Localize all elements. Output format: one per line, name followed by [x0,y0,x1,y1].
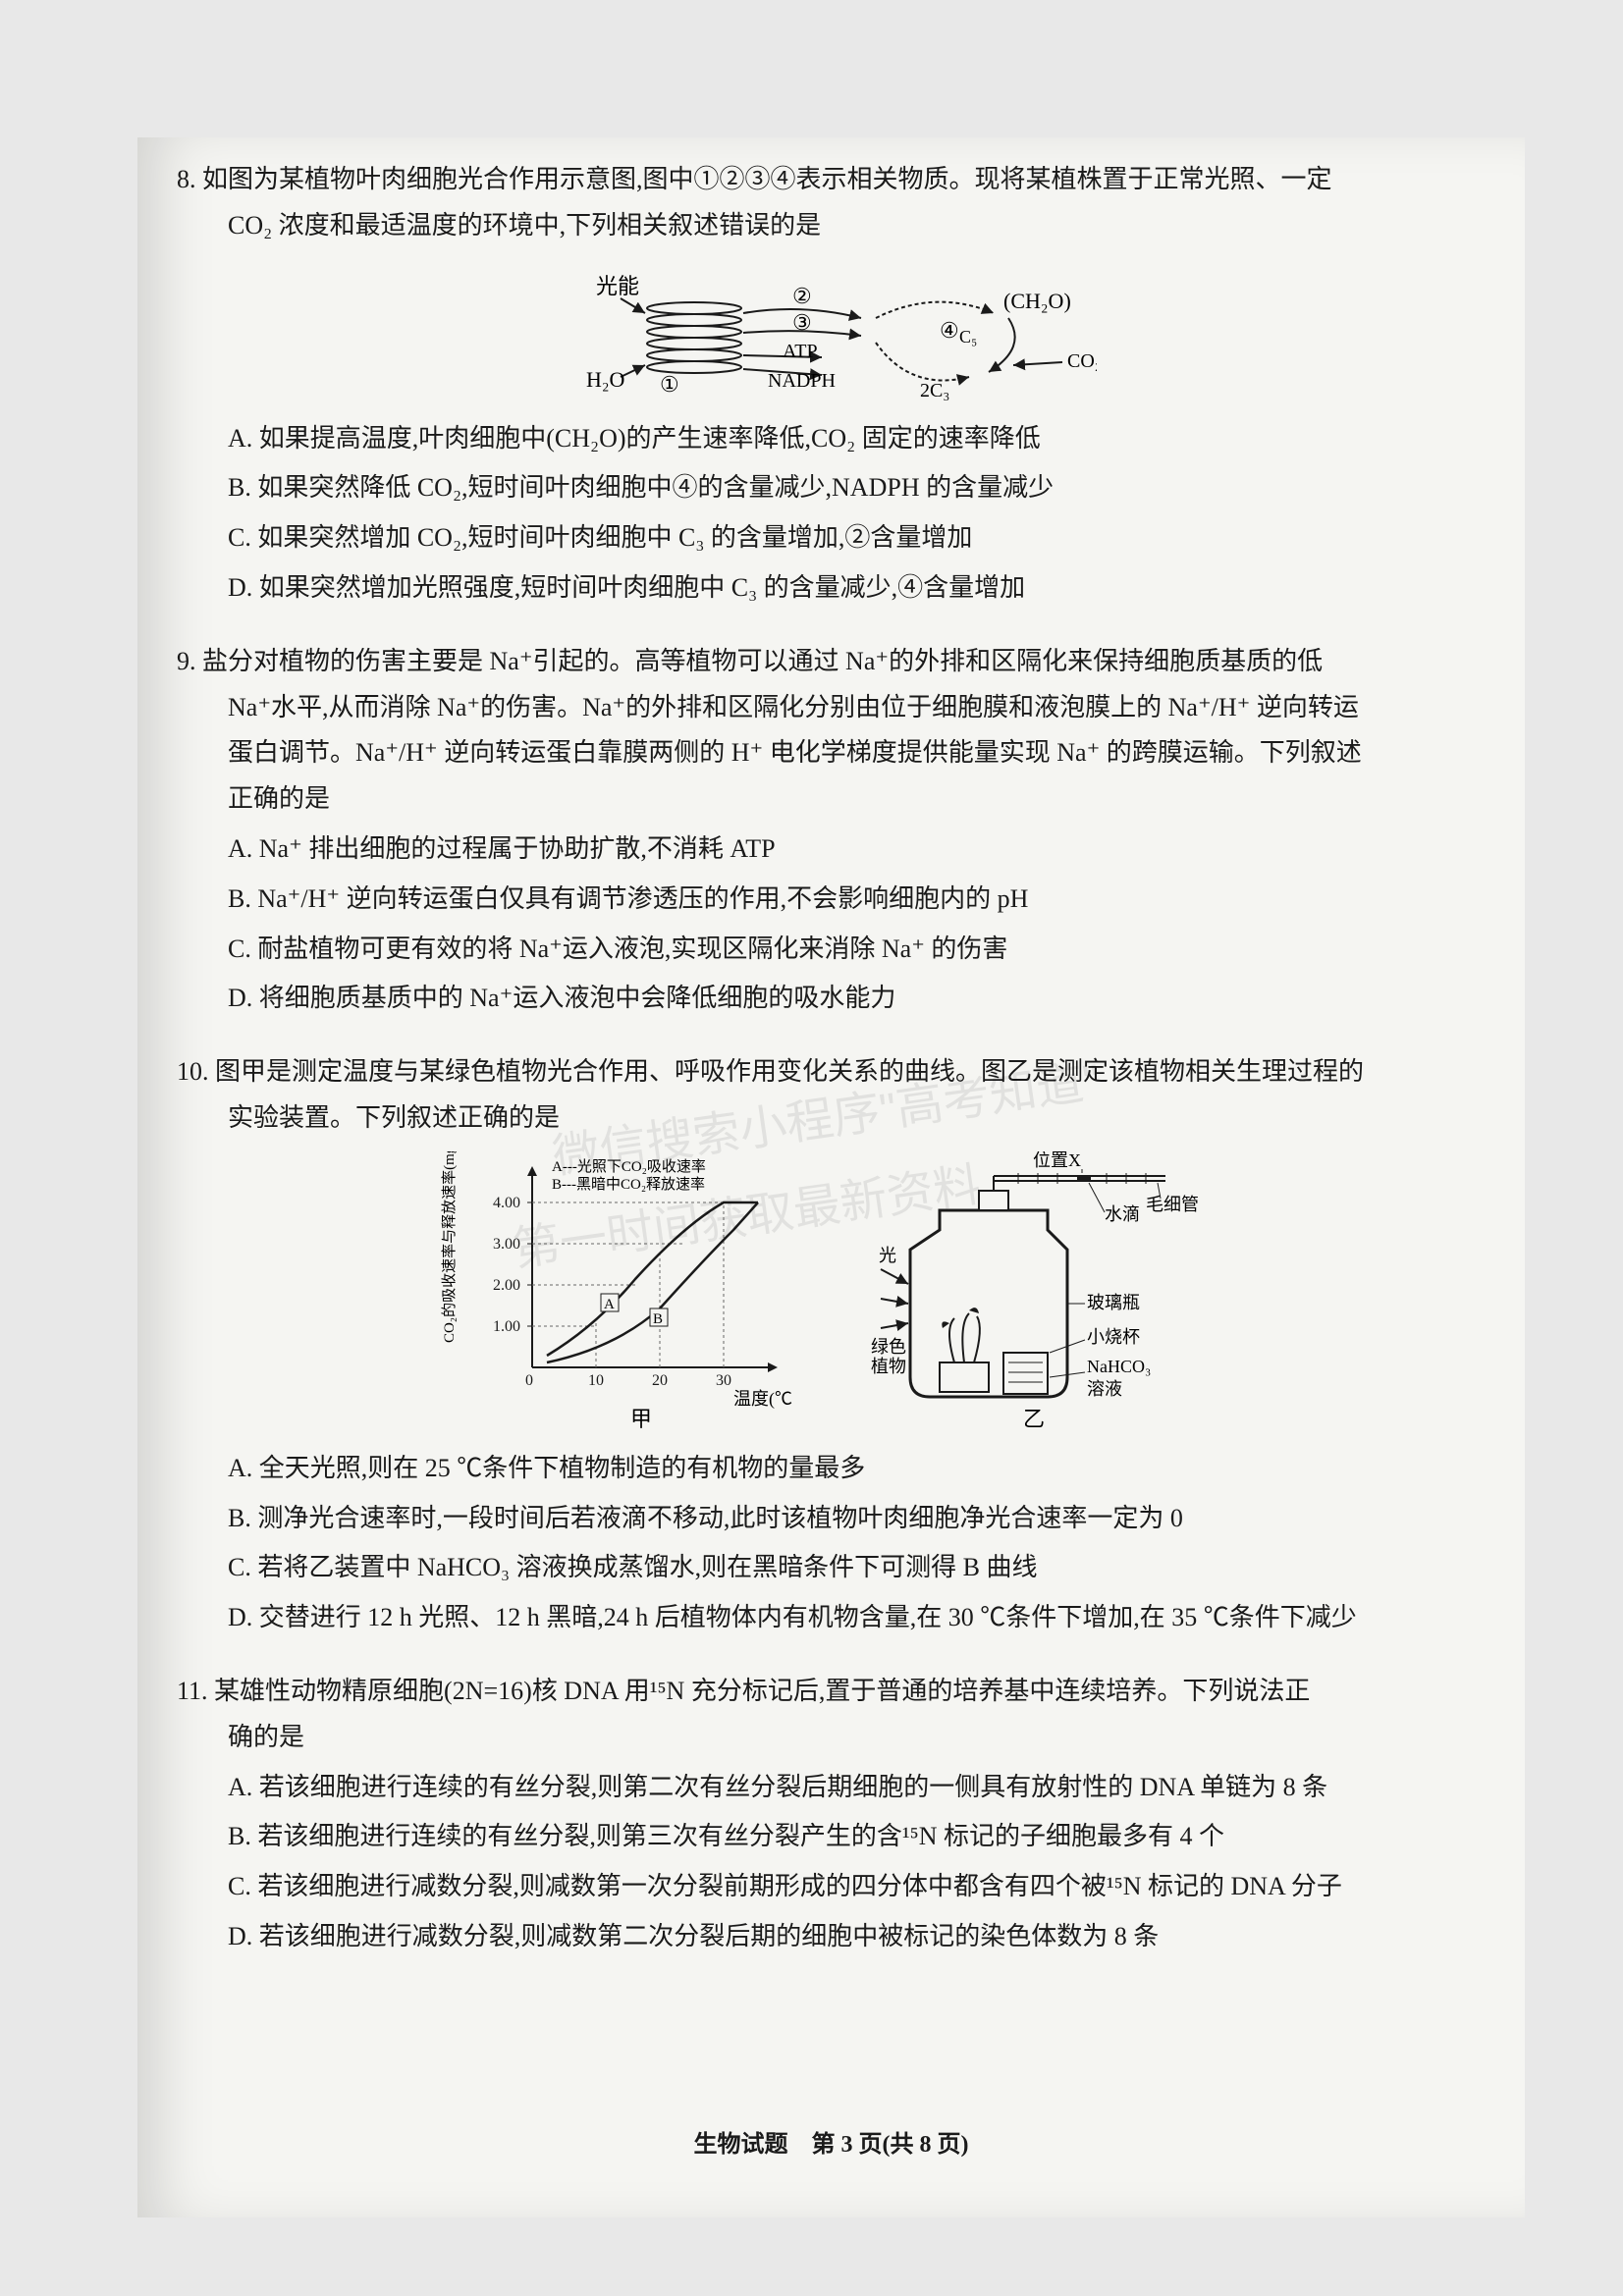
q10-stem2: 实验装置。下列叙述正确的是 [177,1095,1466,1142]
q8-optB: B. 如果突然降低 CO₂,短时间叶肉细胞中④的含量减少,NADPH 的含量减少 [228,465,1466,511]
q9-optB: B. Na⁺/H⁺ 逆向转运蛋白仅具有调节渗透压的作用,不会影响细胞内的 pH [228,877,1466,923]
q11-optB: B. 若该细胞进行连续的有丝分裂,则第三次有丝分裂产生的含¹⁵N 标记的子细胞最… [228,1814,1466,1860]
svg-text:B---黑暗中CO₂释放速率: B---黑暗中CO₂释放速率 [552,1176,705,1193]
lbl-nadph: NADPH [768,370,836,392]
svg-text:0: 0 [525,1372,533,1389]
lbl-2c3: 2C₃ [920,380,949,401]
question-11: 11. 某雄性动物精原细胞(2N=16)核 DNA 用¹⁵N 充分标记后,置于普… [177,1669,1466,1960]
q9-optD: D. 将细胞质基质中的 Na⁺运入液泡中会降低细胞的吸水能力 [228,976,1466,1022]
svg-text:溶液: 溶液 [1087,1379,1122,1399]
svg-text:1.00: 1.00 [493,1318,520,1335]
q8-optA: A. 如果提高温度,叶肉细胞中(CH₂O)的产生速率降低,CO₂ 固定的速率降低 [228,416,1466,462]
svg-text:玻璃瓶: 玻璃瓶 [1087,1293,1140,1312]
q11-optD: D. 若该细胞进行减数分裂,则减数第二次分裂后期的细胞中被标记的染色体数为 8 … [228,1914,1466,1960]
svg-text:B: B [653,1311,663,1327]
q10-optD: D. 交替进行 12 h 光照、12 h 黑暗,24 h 后植物体内有机物含量,… [228,1595,1466,1641]
svg-text:A: A [604,1297,615,1312]
q11-stem2: 确的是 [177,1715,1466,1761]
q10-optB: B. 测净光合速率时,一段时间后若液滴不移动,此时该植物叶肉细胞净光合速率一定为… [228,1496,1466,1542]
q10-stem1: 图甲是测定温度与某绿色植物光合作用、呼吸作用变化关系的曲线。图乙是测定该植物相关… [215,1057,1364,1086]
exam-page: 8. 如图为某植物叶肉细胞光合作用示意图,图中①②③④表示相关物质。现将某植株置… [137,137,1525,2217]
q9-stem: 9. 盐分对植物的伤害主要是 Na⁺引起的。高等植物可以通过 Na⁺的外排和区隔… [177,639,1466,685]
svg-text:2.00: 2.00 [493,1277,520,1294]
q8-diagram: 光能 H₂O ① ② ③ ATP NADPH (CH₂O) ④ C₅ CO₂ 2… [177,259,1466,406]
lbl-1: ① [660,372,679,397]
lbl-ch2o: (CH₂O) [1003,289,1071,313]
q10-stem: 10. 图甲是测定温度与某绿色植物光合作用、呼吸作用变化关系的曲线。图乙是测定该… [177,1049,1466,1095]
q9-stem1: 盐分对植物的伤害主要是 Na⁺引起的。高等植物可以通过 Na⁺的外排和区隔化来保… [202,647,1323,675]
svg-text:30: 30 [716,1372,731,1389]
lbl-atp: ATP [783,341,818,362]
q9-stem4: 正确的是 [177,776,1466,823]
svg-text:4.00: 4.00 [493,1195,520,1211]
lbl-co2: CO₂ [1067,350,1097,372]
page-footer: 生物试题 第 3 页(共 8 页) [694,2124,969,2159]
q9-stem2: Na⁺水平,从而消除 Na⁺的伤害。Na⁺的外排和区隔化分别由位于细胞膜和液泡膜… [177,685,1466,731]
q11-number: 11. [177,1677,208,1705]
svg-text:A---光照下CO₂吸收速率: A---光照下CO₂吸收速率 [552,1158,706,1175]
lbl-2: ② [792,284,812,308]
q8-options: A. 如果提高温度,叶肉细胞中(CH₂O)的产生速率降低,CO₂ 固定的速率降低… [177,416,1466,612]
q9-stem3: 蛋白调节。Na⁺/H⁺ 逆向转运蛋白靠膜两侧的 H⁺ 电化学梯度提供能量实现 N… [177,730,1466,776]
svg-text:3.00: 3.00 [493,1236,520,1253]
lbl-4: ④ [940,318,959,343]
lbl-h2o: H₂O [586,367,624,392]
q11-stem1: 某雄性动物精原细胞(2N=16)核 DNA 用¹⁵N 充分标记后,置于普通的培养… [214,1677,1310,1705]
lbl-3: ③ [792,310,812,335]
q10-options: A. 全天光照,则在 25 ℃条件下植物制造的有机物的量最多 B. 测净光合速率… [177,1446,1466,1641]
q8-optD: D. 如果突然增加光照强度,短时间叶肉细胞中 C₃ 的含量减少,④含量增加 [228,565,1466,612]
svg-text:NaHCO₃: NaHCO₃ [1087,1357,1151,1376]
svg-text:小烧杯: 小烧杯 [1087,1327,1140,1347]
svg-text:毛细管: 毛细管 [1146,1195,1199,1214]
q9-number: 9. [177,647,196,675]
svg-text:CO₂的吸收速率与释放速率(mg/h): CO₂的吸收速率与释放速率(mg/h) [441,1151,458,1343]
svg-text:位置X: 位置X [1033,1151,1081,1170]
svg-text:温度(℃): 温度(℃) [733,1389,792,1410]
q10-optC: C. 若将乙装置中 NaHCO₃ 溶液换成蒸馏水,则在黑暗条件下可测得 B 曲线 [228,1545,1466,1591]
q10-apparatus: 位置X 水滴 毛细管 光 绿色植物 玻璃瓶 小烧杯 NaHCO₃ 溶液 乙 [871,1151,1205,1436]
q10-diagrams: 1.00 2.00 3.00 4.00 0 [177,1151,1466,1436]
q8-stem1: 如图为某植物叶肉细胞光合作用示意图,图中①②③④表示相关物质。现将某植株置于正常… [202,165,1332,193]
svg-text:光: 光 [879,1246,896,1265]
svg-text:10: 10 [588,1372,604,1389]
q11-stem: 11. 某雄性动物精原细胞(2N=16)核 DNA 用¹⁵N 充分标记后,置于普… [177,1669,1466,1715]
q8-number: 8. [177,165,196,193]
q9-optC: C. 耐盐植物可更有效的将 Na⁺运入液泡,实现区隔化来消除 Na⁺ 的伤害 [228,927,1466,973]
q11-options: A. 若该细胞进行连续的有丝分裂,则第二次有丝分裂后期细胞的一侧具有放射性的 D… [177,1765,1466,1960]
q8-optC: C. 如果突然增加 CO₂,短时间叶肉细胞中 C₃ 的含量增加,②含量增加 [228,515,1466,561]
q11-optC: C. 若该细胞进行减数分裂,则减数第一次分裂前期形成的四分体中都含有四个被¹⁵N… [228,1864,1466,1910]
q10-optA: A. 全天光照,则在 25 ℃条件下植物制造的有机物的量最多 [228,1446,1466,1492]
svg-text:绿色植物: 绿色植物 [871,1337,906,1376]
lbl-light: 光能 [596,274,639,298]
svg-text:乙: 乙 [1023,1407,1045,1431]
question-9: 9. 盐分对植物的伤害主要是 Na⁺引起的。高等植物可以通过 Na⁺的外排和区隔… [177,639,1466,1022]
q8-stem2: CO₂ 浓度和最适温度的环境中,下列相关叙述错误的是 [177,203,1466,249]
q10-chart: 1.00 2.00 3.00 4.00 0 [439,1151,792,1436]
q10-number: 10. [177,1057,209,1086]
question-8: 8. 如图为某植物叶肉细胞光合作用示意图,图中①②③④表示相关物质。现将某植株置… [177,157,1466,612]
q8-stem: 8. 如图为某植物叶肉细胞光合作用示意图,图中①②③④表示相关物质。现将某植株置… [177,157,1466,203]
q9-options: A. Na⁺ 排出细胞的过程属于协助扩散,不消耗 ATP B. Na⁺/H⁺ 逆… [177,827,1466,1022]
question-10: 10. 图甲是测定温度与某绿色植物光合作用、呼吸作用变化关系的曲线。图乙是测定该… [177,1049,1466,1641]
svg-text:甲: 甲 [630,1407,652,1431]
svg-text:20: 20 [652,1372,668,1389]
svg-text:水滴: 水滴 [1105,1204,1140,1224]
q9-optA: A. Na⁺ 排出细胞的过程属于协助扩散,不消耗 ATP [228,827,1466,873]
svg-text:C₅: C₅ [959,327,977,347]
q11-optA: A. 若该细胞进行连续的有丝分裂,则第二次有丝分裂后期细胞的一侧具有放射性的 D… [228,1765,1466,1811]
